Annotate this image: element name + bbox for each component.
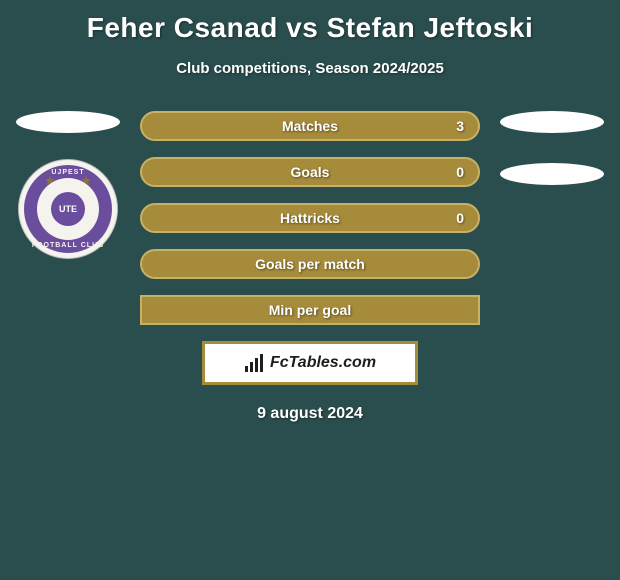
stat-row-goals: Goals 0: [140, 157, 480, 187]
brand-text: FcTables.com: [270, 354, 376, 372]
stats-bars: Matches 3 Goals 0 Hattricks 0 Goals per …: [140, 111, 480, 325]
right-player-photo-placeholder: [500, 111, 604, 133]
stat-label: Matches: [282, 118, 338, 134]
page-title: Feher Csanad vs Stefan Jeftoski: [0, 0, 620, 44]
stat-row-matches: Matches 3: [140, 111, 480, 141]
stat-label: Goals per match: [255, 256, 365, 272]
left-player-photo-placeholder: [16, 111, 120, 133]
comparison-area: ★ ★ UJPEST UTE FOOTBALL CLUB Matches 3 G…: [0, 111, 620, 423]
club-monogram: UTE: [51, 192, 85, 226]
date-label: 9 august 2024: [0, 405, 620, 423]
club-name-bottom: FOOTBALL CLUB: [18, 242, 118, 249]
stat-label: Min per goal: [269, 302, 351, 318]
stat-value: 0: [456, 164, 464, 180]
left-club-badge: ★ ★ UJPEST UTE FOOTBALL CLUB: [18, 159, 118, 259]
right-player-column: [492, 111, 612, 185]
stat-value: 3: [456, 118, 464, 134]
subtitle: Club competitions, Season 2024/2025: [0, 60, 620, 77]
left-player-column: ★ ★ UJPEST UTE FOOTBALL CLUB: [8, 111, 128, 259]
brand-box[interactable]: FcTables.com: [202, 341, 418, 385]
stat-label: Hattricks: [280, 210, 340, 226]
bar-chart-icon: [244, 354, 264, 372]
club-name-top: UJPEST: [18, 169, 118, 176]
stat-label: Goals: [291, 164, 330, 180]
stat-row-min-per-goal: Min per goal: [140, 295, 480, 325]
stat-row-hattricks: Hattricks 0: [140, 203, 480, 233]
stat-value: 0: [456, 210, 464, 226]
right-club-placeholder: [500, 163, 604, 185]
stat-row-goals-per-match: Goals per match: [140, 249, 480, 279]
